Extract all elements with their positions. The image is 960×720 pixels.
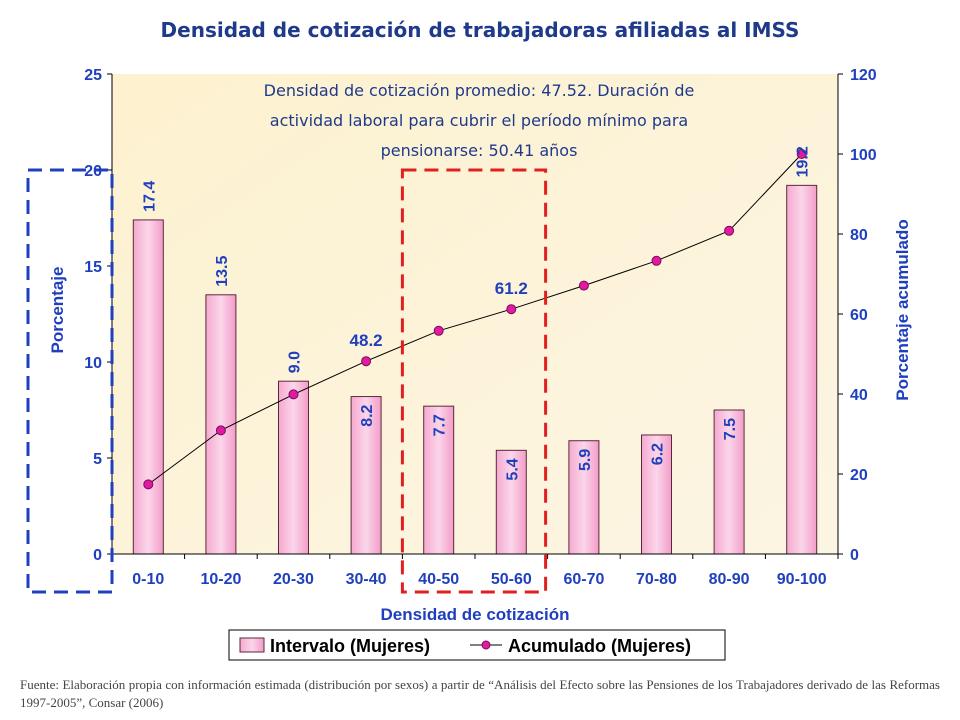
legend-label-intervalo: Intervalo (Mujeres) bbox=[270, 636, 430, 656]
chart-annotation-line-1: Densidad de cotización promedio: 47.52. … bbox=[264, 81, 695, 100]
bar-10-20 bbox=[205, 294, 237, 555]
chart-annotation-line-3: pensionarse: 50.41 años bbox=[381, 141, 578, 160]
x-tick-label-50-60: 50-60 bbox=[491, 571, 532, 588]
y-tick-label: 20 bbox=[84, 163, 102, 180]
bar-90-100 bbox=[786, 184, 818, 555]
bar-label-60-70: 5.9 bbox=[577, 449, 594, 471]
bar-label-0-10: 17.4 bbox=[141, 181, 158, 212]
y-tick-label: 15 bbox=[84, 259, 102, 276]
bar-label-40-50: 7.7 bbox=[432, 414, 449, 436]
legend-label-acumulado: Acumulado (Mujeres) bbox=[508, 636, 691, 656]
y-axis-title: Porcentaje bbox=[48, 267, 67, 354]
cumulative-label-30-40: 48.2 bbox=[350, 331, 383, 350]
chart-title: Densidad de cotización de trabajadoras a… bbox=[160, 18, 800, 42]
y2-tick-label: 120 bbox=[850, 67, 877, 84]
bar-60-70 bbox=[568, 440, 600, 555]
y-tick-label: 25 bbox=[84, 67, 102, 84]
x-tick-label-40-50: 40-50 bbox=[418, 571, 459, 588]
cumulative-point-80-90 bbox=[724, 225, 735, 236]
cumulative-point-70-80 bbox=[651, 255, 662, 266]
cumulative-line bbox=[148, 153, 803, 485]
cumulative-line-layer bbox=[143, 149, 807, 490]
cumulative-point-20-30 bbox=[288, 389, 299, 400]
bar-label-70-80: 6.2 bbox=[650, 443, 667, 465]
highlight-box-blue bbox=[26, 168, 114, 594]
x-axis-title: Densidad de cotización bbox=[381, 605, 570, 624]
x-tick-label-80-90: 80-90 bbox=[709, 571, 750, 588]
x-tick-label-60-70: 60-70 bbox=[563, 571, 604, 588]
y2-axis-title: Porcentaje acumulado bbox=[893, 219, 912, 400]
y2-tick-label: 60 bbox=[850, 307, 868, 324]
highlight-boxes-layer bbox=[26, 168, 548, 594]
x-tick-label-90-100: 90-100 bbox=[777, 571, 827, 588]
cumulative-point-60-70 bbox=[578, 280, 589, 291]
x-tick-label-0-10: 0-10 bbox=[132, 571, 164, 588]
legend-marker-sample bbox=[481, 640, 491, 650]
x-tick-label-20-30: 20-30 bbox=[273, 571, 314, 588]
source-note: Fuente: Elaboración propia con informaci… bbox=[20, 677, 940, 710]
bar-70-80 bbox=[641, 434, 672, 555]
x-tick-label-30-40: 30-40 bbox=[346, 571, 387, 588]
cumulative-point-10-20 bbox=[215, 425, 226, 436]
legend-swatch-bar bbox=[239, 637, 265, 653]
bars-layer bbox=[132, 184, 818, 555]
cumulative-label-50-60: 61.2 bbox=[495, 279, 528, 298]
y-tick-label: 0 bbox=[93, 547, 102, 564]
bar-label-50-60: 5.4 bbox=[504, 458, 521, 480]
bar-50-60 bbox=[495, 449, 527, 555]
bar-label-80-90: 7.5 bbox=[722, 418, 739, 440]
highlight-box-red bbox=[400, 168, 548, 594]
y-tick-label: 5 bbox=[93, 451, 102, 468]
x-tick-label-70-80: 70-80 bbox=[636, 571, 677, 588]
cumulative-point-40-50 bbox=[433, 325, 444, 336]
bar-30-40 bbox=[350, 396, 382, 555]
y2-tick-label: 80 bbox=[850, 227, 868, 244]
bar-0-10 bbox=[132, 219, 164, 555]
chart-annotation-line-2: actividad laboral para cubrir el período… bbox=[270, 111, 688, 130]
bar-label-20-30: 9.0 bbox=[287, 351, 304, 373]
chart-text-layer: Densidad de cotización promedio: 47.52. … bbox=[48, 67, 912, 624]
y-tick-label: 10 bbox=[84, 355, 102, 372]
bar-label-10-20: 13.5 bbox=[214, 256, 231, 287]
bar-40-50 bbox=[423, 405, 455, 555]
bar-20-30 bbox=[278, 380, 309, 555]
bar-label-90-100: 19.2 bbox=[795, 146, 812, 177]
cumulative-point-0-10 bbox=[143, 479, 154, 490]
cumulative-point-90-100 bbox=[796, 149, 807, 159]
x-tick-label-10-20: 10-20 bbox=[200, 571, 241, 588]
bar-label-30-40: 8.2 bbox=[359, 404, 376, 426]
legend: Intervalo (Mujeres) Acumulado (Mujeres) bbox=[228, 629, 726, 661]
y2-tick-label: 0 bbox=[850, 547, 859, 564]
y2-tick-label: 20 bbox=[850, 467, 868, 484]
cumulative-point-50-60 bbox=[506, 304, 517, 315]
cumulative-point-30-40 bbox=[361, 356, 372, 367]
y2-tick-label: 40 bbox=[850, 387, 868, 404]
y2-tick-label: 100 bbox=[850, 147, 877, 164]
axes-layer bbox=[107, 73, 843, 559]
